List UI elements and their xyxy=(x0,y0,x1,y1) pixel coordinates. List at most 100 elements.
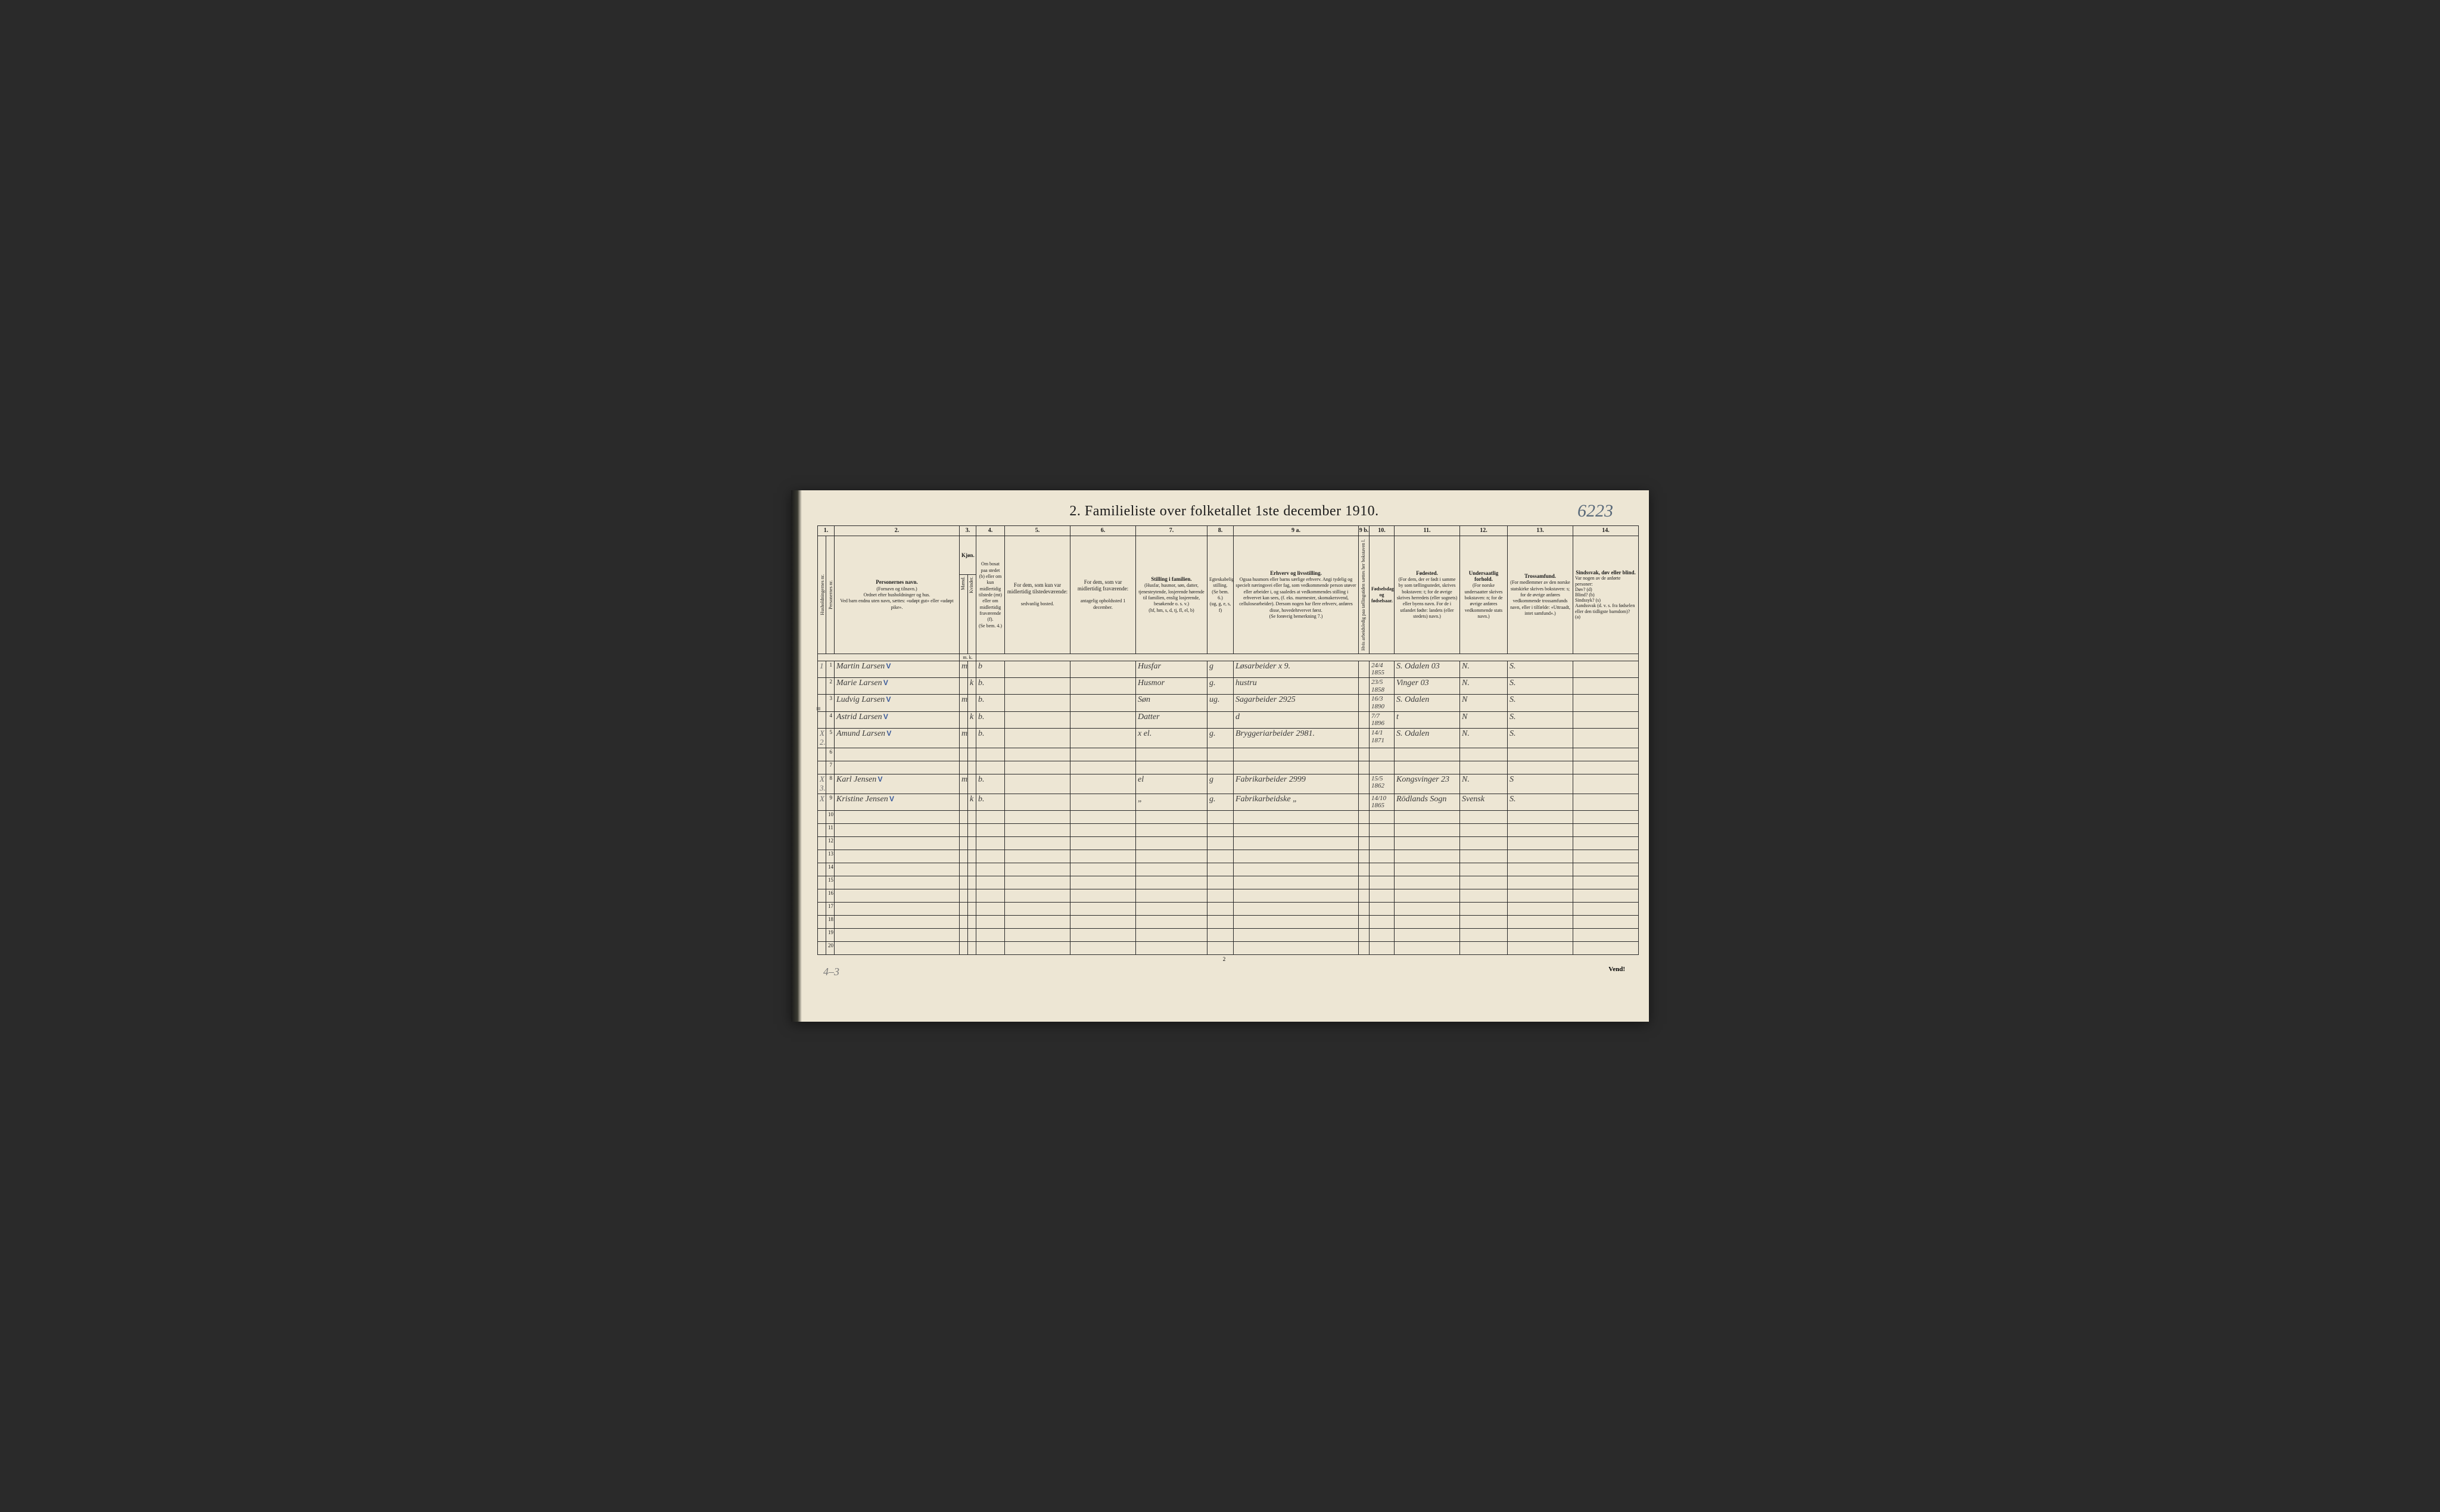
marital-status xyxy=(1207,711,1234,728)
unemployed-mark xyxy=(1359,850,1370,863)
birthplace: t xyxy=(1395,711,1460,728)
citizenship xyxy=(1460,889,1508,902)
unemployed-mark xyxy=(1359,661,1370,677)
sex-k xyxy=(968,941,976,954)
citizenship: N. xyxy=(1460,774,1508,794)
usual-residence xyxy=(1005,863,1070,876)
unemployed-mark xyxy=(1359,823,1370,836)
household-mark xyxy=(818,915,826,928)
usual-residence xyxy=(1005,661,1070,677)
census-table: 1. 2. 3. 4. 5. 6. 7. 8. 9 a. 9 b. 10. 11… xyxy=(817,525,1639,955)
unemployed-mark xyxy=(1359,902,1370,915)
household-mark: X xyxy=(818,794,826,810)
citizenship xyxy=(1460,876,1508,889)
col3-mk: m. k. xyxy=(960,654,976,661)
household-mark: 1 xyxy=(818,661,826,677)
person-number: 2 xyxy=(826,678,835,695)
col5-sub: sedvanlig bosted. xyxy=(1021,601,1054,606)
col3-k: Kvinder. xyxy=(968,575,976,654)
sex-k: k xyxy=(968,678,976,695)
whereabouts xyxy=(1070,928,1136,941)
disability xyxy=(1573,889,1639,902)
family-position xyxy=(1136,941,1207,954)
birthplace xyxy=(1395,836,1460,850)
marital-status xyxy=(1207,761,1234,774)
person-number: 18 xyxy=(826,915,835,928)
occupation xyxy=(1234,941,1359,954)
sex-k xyxy=(968,748,976,761)
person-name xyxy=(835,850,960,863)
person-number: 17 xyxy=(826,902,835,915)
family-position xyxy=(1136,902,1207,915)
residence-status xyxy=(976,915,1005,928)
sex-k xyxy=(968,902,976,915)
religion xyxy=(1508,850,1573,863)
whereabouts xyxy=(1070,774,1136,794)
col14-title: Sindssvak, døv eller blind. xyxy=(1576,570,1636,575)
col-num-9b: 9 b. xyxy=(1359,526,1370,536)
col13-title: Trossamfund. xyxy=(1524,573,1556,579)
marital-status: g. xyxy=(1207,794,1234,810)
citizenship: N xyxy=(1460,711,1508,728)
whereabouts xyxy=(1070,810,1136,823)
usual-residence xyxy=(1005,823,1070,836)
bottom-handwritten: 4–3 xyxy=(823,966,839,978)
religion: S. xyxy=(1508,661,1573,677)
whereabouts xyxy=(1070,941,1136,954)
table-row: 6 xyxy=(818,748,1639,761)
col3-m: Mænd. xyxy=(960,575,968,654)
col-num-12: 12. xyxy=(1460,526,1508,536)
person-name xyxy=(835,941,960,954)
religion xyxy=(1508,823,1573,836)
birthplace: Kongsvinger 23 xyxy=(1395,774,1460,794)
residence-status xyxy=(976,941,1005,954)
birth-date: 7/7 1896 xyxy=(1370,711,1395,728)
religion: S. xyxy=(1508,711,1573,728)
usual-residence xyxy=(1005,876,1070,889)
residence-status: b xyxy=(976,661,1005,677)
citizenship xyxy=(1460,928,1508,941)
sex-m xyxy=(960,761,968,774)
marital-status xyxy=(1207,902,1234,915)
religion: S. xyxy=(1508,678,1573,695)
unemployed-mark xyxy=(1359,889,1370,902)
birthplace xyxy=(1395,928,1460,941)
unemployed-mark xyxy=(1359,794,1370,810)
person-name: Karl Jensen V xyxy=(835,774,960,794)
sex-m xyxy=(960,810,968,823)
table-row: X 2.5Amund Larsen Vmb.x el.g.Bryggeriarb… xyxy=(818,728,1639,748)
usual-residence xyxy=(1005,902,1070,915)
residence-status xyxy=(976,902,1005,915)
family-position xyxy=(1136,836,1207,850)
marital-status: g xyxy=(1207,774,1234,794)
marital-status xyxy=(1207,823,1234,836)
household-mark xyxy=(818,928,826,941)
col10-head: Fødselsdag og fødselsaar. xyxy=(1370,536,1395,654)
table-row: 10 xyxy=(818,810,1639,823)
usual-residence xyxy=(1005,678,1070,695)
marital-status xyxy=(1207,889,1234,902)
whereabouts xyxy=(1070,678,1136,695)
footer-page-number: 2 xyxy=(817,956,1631,962)
residence-status xyxy=(976,863,1005,876)
sex-k xyxy=(968,810,976,823)
whereabouts xyxy=(1070,889,1136,902)
family-position: Datter xyxy=(1136,711,1207,728)
citizenship xyxy=(1460,850,1508,863)
household-mark xyxy=(818,823,826,836)
residence-status: b. xyxy=(976,711,1005,728)
citizenship xyxy=(1460,902,1508,915)
household-mark xyxy=(818,748,826,761)
religion xyxy=(1508,761,1573,774)
usual-residence xyxy=(1005,889,1070,902)
census-page: ≡ 6223 2. Familieliste over folketallet … xyxy=(791,490,1649,1022)
birth-date xyxy=(1370,823,1395,836)
citizenship xyxy=(1460,761,1508,774)
birthplace xyxy=(1395,915,1460,928)
disability xyxy=(1573,711,1639,728)
whereabouts xyxy=(1070,902,1136,915)
disability xyxy=(1573,863,1639,876)
birthplace xyxy=(1395,810,1460,823)
table-row: 14 xyxy=(818,863,1639,876)
person-name xyxy=(835,915,960,928)
